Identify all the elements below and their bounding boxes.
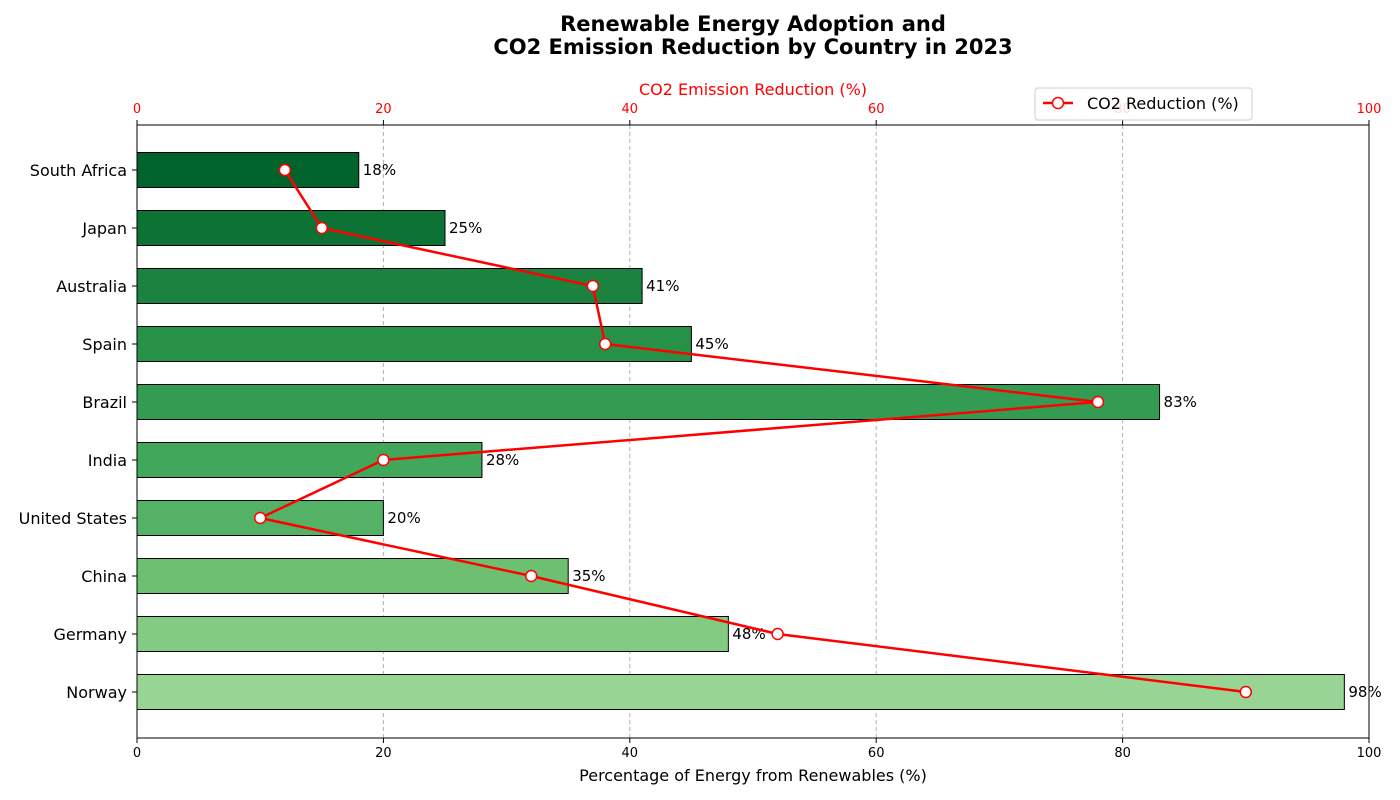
co2-reduction-point: [315, 221, 329, 235]
bar-value-label: 20%: [387, 509, 420, 527]
x-tick-label: 100: [1357, 746, 1382, 761]
x-tick-label: 20: [375, 746, 392, 761]
bar-value-label: 28%: [486, 451, 519, 469]
top-x-tick-label: 40: [622, 102, 639, 117]
category-label: Brazil: [82, 393, 127, 412]
bar-germany: [136, 616, 729, 652]
co2-reduction-point: [771, 627, 784, 641]
co2-reduction-point: [586, 279, 600, 293]
category-label: Germany: [53, 625, 127, 644]
top-x-tick-label: 60: [868, 102, 885, 117]
bar-brazil: [136, 384, 1161, 420]
bar-value-label: 18%: [363, 161, 396, 179]
category-label: Australia: [56, 277, 127, 296]
x-tick-label: 60: [868, 746, 885, 761]
bar-value-label: 45%: [695, 335, 728, 353]
co2-reduction-point: [253, 511, 267, 525]
co2-reduction-point: [524, 569, 538, 583]
category-label: Japan: [81, 219, 127, 238]
bar-norway: [136, 674, 1345, 710]
x-tick-label: 0: [133, 746, 141, 761]
chart-title-line-2: CO2 Emission Reduction by Country in 202…: [493, 35, 1012, 59]
chart-title-line-1: Renewable Energy Adoption and: [560, 12, 946, 36]
category-label: South Africa: [30, 161, 127, 180]
bar-value-label: 35%: [572, 567, 605, 585]
x-tick-label: 40: [622, 746, 639, 761]
category-label: United States: [19, 509, 127, 528]
category-label: China: [81, 567, 127, 586]
top-axis-label: CO2 Emission Reduction (%): [639, 80, 867, 99]
co2-reduction-point: [1091, 395, 1105, 409]
legend-label: CO2 Reduction (%): [1087, 94, 1239, 113]
bar-value-label: 41%: [646, 277, 679, 295]
top-x-tick-label: 0: [133, 102, 141, 117]
bar-value-label: 25%: [449, 219, 482, 237]
co2-reduction-point: [278, 163, 292, 177]
x-tick-label: 80: [1114, 746, 1131, 761]
bar-south-africa: [136, 152, 360, 188]
bar-china: [136, 558, 569, 594]
co2-reduction-point: [377, 453, 390, 467]
category-label: India: [88, 451, 127, 470]
category-label: Norway: [66, 683, 127, 702]
legend-box: [1034, 87, 1253, 121]
co2-reduction-point: [598, 337, 612, 351]
co2-reduction-line: [256, 169, 1246, 694]
bar-value-label: 83%: [1164, 393, 1197, 411]
category-label: Spain: [82, 335, 127, 354]
top-x-tick-label: 100: [1357, 102, 1382, 117]
top-x-tick-label: 20: [375, 102, 392, 117]
bar-value-label: 98%: [1348, 683, 1381, 701]
bar-india: [136, 442, 483, 478]
legend-marker: [1051, 96, 1065, 110]
bar-japan: [136, 210, 446, 246]
co2-reduction-point: [1239, 685, 1253, 699]
x-axis-label: Percentage of Energy from Renewables (%): [579, 766, 927, 785]
plot-frame: [136, 124, 1370, 739]
bar-australia: [136, 268, 643, 304]
